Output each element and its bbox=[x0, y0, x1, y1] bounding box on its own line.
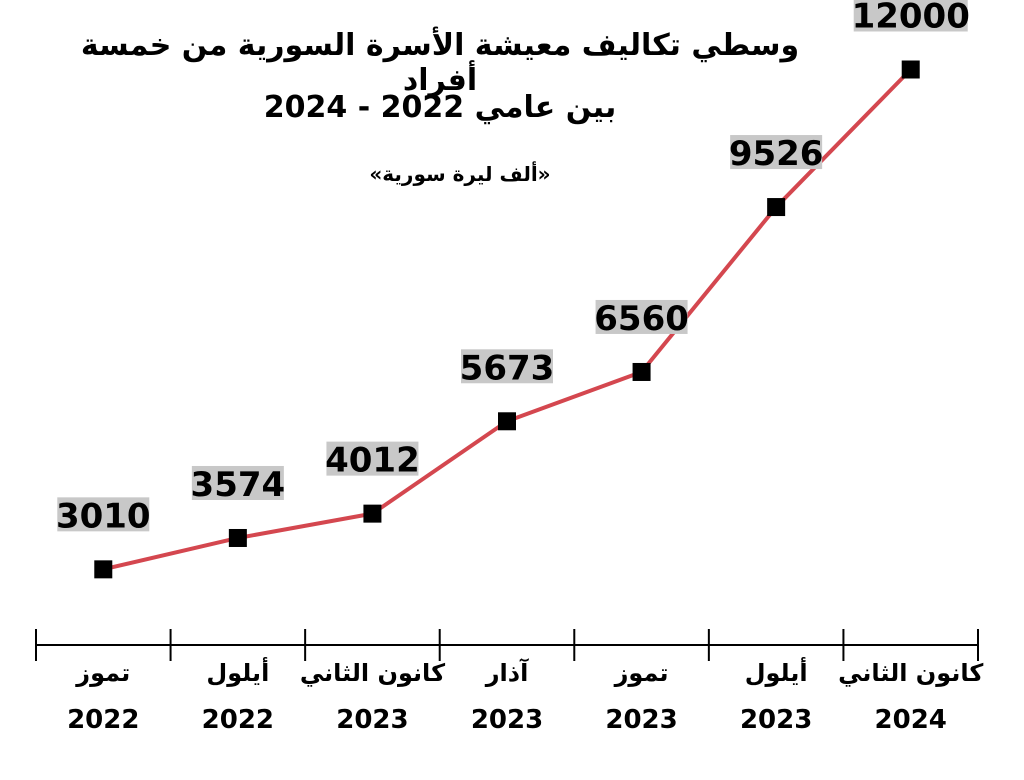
data-label-bg bbox=[595, 299, 688, 334]
data-label: 3574 bbox=[191, 465, 286, 505]
data-label-bg bbox=[57, 497, 150, 532]
chart-title: وسطي تكاليف معيشة الأسرة السورية من خمسة… bbox=[80, 28, 800, 98]
x-tick-label-year: 2023 bbox=[605, 705, 677, 735]
data-point bbox=[498, 412, 516, 431]
x-tick-label-month: آذار bbox=[485, 658, 529, 687]
x-tick-label-year: 2023 bbox=[740, 705, 812, 735]
x-tick-label-month: أيلول bbox=[206, 657, 269, 687]
x-tick-label-year: 2023 bbox=[336, 705, 408, 735]
x-tick-label-month: كانون الثاني bbox=[838, 659, 983, 687]
data-point bbox=[901, 60, 920, 79]
data-point bbox=[228, 528, 247, 547]
unit-label: «ألف ليرة سورية» bbox=[369, 162, 551, 186]
x-tick-label-year: 2022 bbox=[202, 705, 274, 735]
data-label: 5673 bbox=[460, 348, 555, 388]
x-tick-label-year: 2022 bbox=[67, 705, 139, 735]
data-point bbox=[94, 560, 113, 579]
data-point bbox=[632, 362, 651, 381]
x-tick-label-month: تموز bbox=[614, 659, 669, 687]
data-label-bg bbox=[853, 0, 968, 32]
data-label: 6560 bbox=[594, 299, 689, 339]
chart-subtitle: بين عامي 2022 - 2024 bbox=[263, 90, 617, 125]
data-label-bg bbox=[730, 135, 823, 170]
x-tick-label-month: أيلول bbox=[745, 657, 808, 687]
data-label: 3010 bbox=[56, 496, 151, 536]
x-tick-label-month: تموز bbox=[75, 659, 130, 687]
data-label: 4012 bbox=[325, 441, 420, 481]
data-label-bg bbox=[191, 465, 284, 500]
data-label: 12000 bbox=[852, 0, 970, 37]
x-tick-label-year: 2024 bbox=[875, 705, 947, 735]
x-tick-label-month: كانون الثاني bbox=[300, 659, 445, 687]
data-label: 9526 bbox=[729, 134, 824, 174]
data-label-bg bbox=[461, 349, 553, 384]
x-tick-label-year: 2023 bbox=[471, 705, 543, 735]
data-point bbox=[363, 504, 382, 523]
data-label-bg bbox=[326, 441, 419, 476]
data-point bbox=[767, 198, 786, 217]
